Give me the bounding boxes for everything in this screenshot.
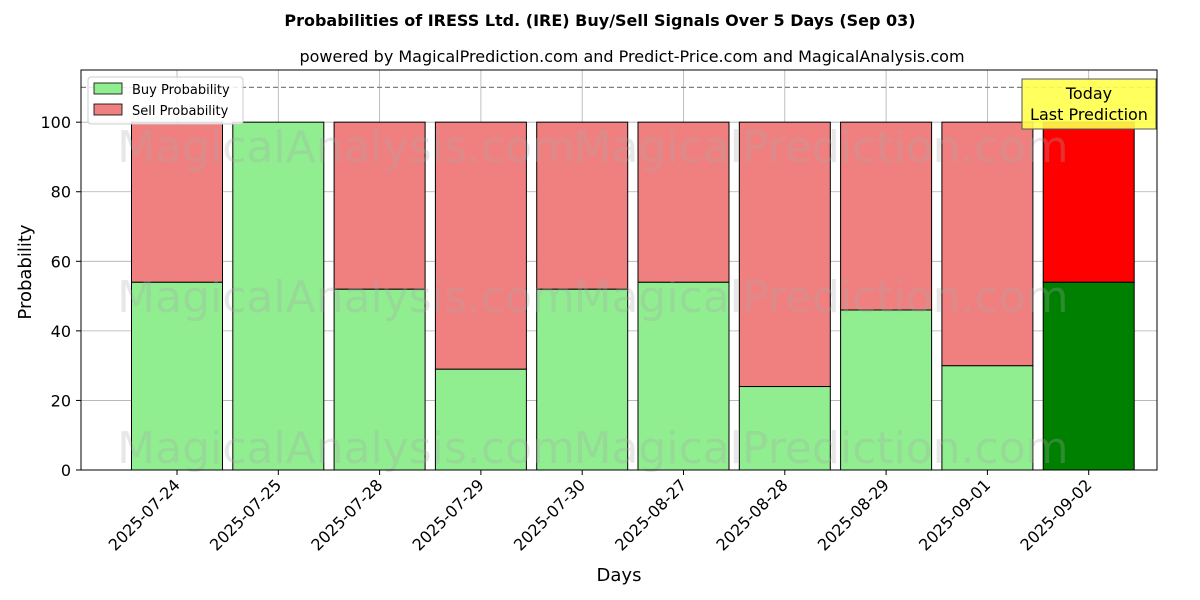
y-tick-label: 0 [61,461,71,480]
plot-frame [80,69,1158,471]
x-axis: 2025-07-24 2025-07-25 2025-07-28 2025-07-29… [105,470,1096,555]
x-tick-label: 2025-09-01 [915,475,994,554]
bar-sell [434,121,527,370]
bar-sell [941,121,1034,367]
bar-buy [131,281,223,471]
x-tick-label: 2025-07-29 [409,475,488,554]
x-tick-label: 2025-08-29 [814,475,893,554]
bar-sell [333,121,426,290]
bar-sell [637,121,730,283]
bar-sell [131,121,223,283]
today-annotation-line1: Today [1065,84,1112,103]
bar-sell [840,121,933,311]
y-tick-label: 80 [51,183,71,202]
today-annotation: Today Last Prediction [1021,78,1157,130]
bar-buy [637,281,730,471]
today-annotation-box [1021,78,1157,130]
y-axis-label: Probability [15,224,36,319]
bar-buy [840,309,933,471]
x-axis-label: Days [597,565,642,586]
legend: Buy Probability Sell Probability [87,76,244,125]
chart-title: Probabilities of IRESS Ltd. (IRE) Buy/Se… [284,11,915,30]
x-tick-label: 2025-08-28 [712,475,791,554]
watermark-text: MagicalAnalysis.com [117,122,575,173]
legend-swatch-sell [93,103,123,116]
legend-box [87,76,244,125]
bar-buy [941,365,1034,471]
bar-sell [738,121,831,388]
bar-buy [333,288,426,471]
x-tick-label: 2025-07-24 [105,475,184,554]
bar-sell [536,121,629,290]
x-tick-label: 2025-08-27 [611,475,690,554]
legend-label-sell: Sell Probability [132,104,229,119]
y-axis: 0 20 40 60 80 100 [40,113,81,480]
x-tick-label: 2025-09-02 [1016,475,1095,554]
chart-subtitle: powered by MagicalPrediction.com and Pre… [299,47,964,66]
legend-label-buy: Buy Probability [132,83,230,98]
today-annotation-line2: Last Prediction [1030,105,1148,124]
watermark-text: MagicalPrediction.com [574,423,1069,474]
bars [131,121,1135,471]
bar-sell [1042,121,1135,283]
legend-swatch-buy [93,82,123,95]
bar-buy [1042,281,1135,471]
bar-buy [738,386,831,471]
watermark-layer: MagicalAnalysis.comMagicalPrediction.com… [117,122,1068,474]
y-tick-label: 20 [51,391,71,410]
x-tick-label: 2025-07-30 [510,475,589,554]
y-tick-label: 60 [51,252,71,271]
watermark-text: MagicalPrediction.com [574,272,1069,323]
x-tick-label: 2025-07-25 [206,475,285,554]
x-tick-label: 2025-07-28 [307,475,386,554]
watermark-text: MagicalAnalysis.com [117,423,575,474]
y-tick-label: 40 [51,322,71,341]
y-tick-label: 100 [40,113,71,132]
watermark-text: MagicalAnalysis.com [117,272,575,323]
bar-buy [434,368,527,471]
watermark-text: MagicalPrediction.com [574,122,1069,173]
